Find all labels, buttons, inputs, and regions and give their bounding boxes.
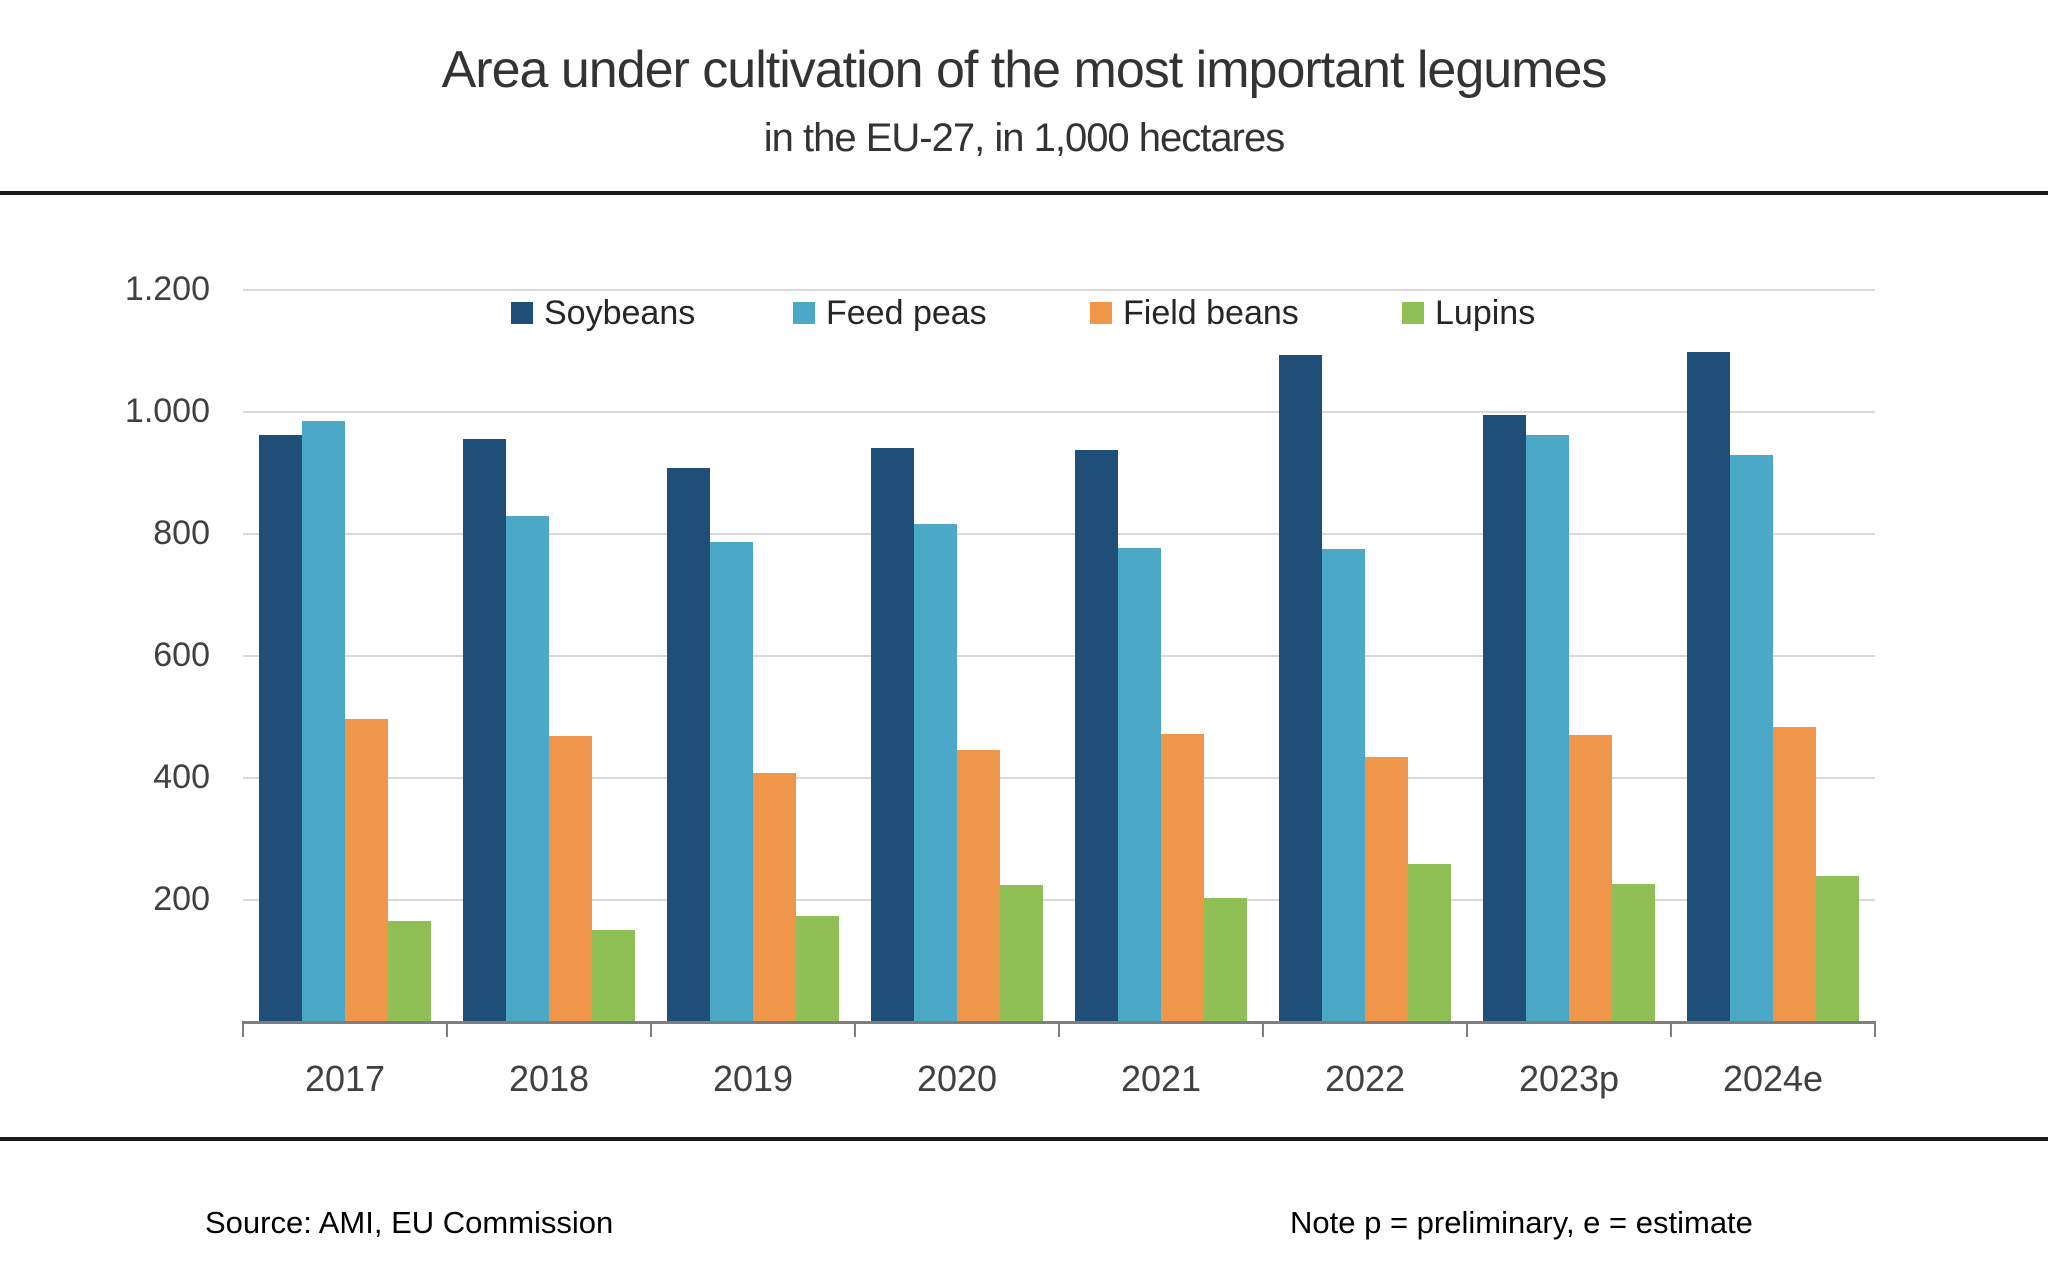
bottom-divider-line <box>0 1137 2048 1141</box>
bar-soybeans-2018 <box>463 439 506 1022</box>
x-axis-label-2023p: 2023p <box>1518 1058 1620 1099</box>
bar-field-beans-2019 <box>753 772 796 1022</box>
legend-item-soybeans: Soybeans <box>511 293 696 332</box>
bar-soybeans-2023p <box>1483 415 1526 1022</box>
legend-label: Field beans <box>1123 293 1299 332</box>
legend-label: Soybeans <box>544 293 696 332</box>
bar-field-beans-2024e <box>1773 726 1816 1022</box>
bar-soybeans-2017 <box>259 435 302 1022</box>
chart-subtitle: in the EU-27, in 1,000 hectares <box>763 116 1285 160</box>
x-axis-tick <box>1670 1022 1672 1037</box>
x-axis-tick <box>1058 1022 1060 1037</box>
bar-feed-peas-2020 <box>914 524 957 1022</box>
top-divider-line <box>0 191 2048 195</box>
legend-item-lupins: Lupins <box>1402 293 1536 332</box>
chart-title: Area under cultivation of the most impor… <box>441 41 1608 99</box>
bar-field-beans-2021 <box>1161 734 1204 1022</box>
bar-field-beans-2020 <box>957 749 1000 1022</box>
x-axis-label-2021: 2021 <box>1120 1058 1202 1099</box>
x-axis-tick <box>446 1022 448 1037</box>
note-text: Note p = preliminary, e = estimate <box>1290 1205 1753 1240</box>
legend-swatch-soybeans <box>511 302 533 324</box>
bar-field-beans-2017 <box>345 718 388 1022</box>
legend-swatch-feed-peas <box>793 302 815 324</box>
bar-soybeans-2024e <box>1687 352 1730 1022</box>
legend-label: Feed peas <box>826 293 987 332</box>
bar-feed-peas-2024e <box>1730 454 1773 1022</box>
gridline-1.200 <box>243 289 1875 291</box>
legend-item-field-beans: Field beans <box>1090 293 1299 332</box>
bar-feed-peas-2021 <box>1118 548 1161 1022</box>
bar-lupins-2019 <box>796 915 839 1022</box>
x-axis-label-2019: 2019 <box>712 1058 794 1099</box>
legend-swatch-lupins <box>1402 302 1424 324</box>
source-text: Source: AMI, EU Commission <box>205 1205 614 1240</box>
x-axis-tick <box>1874 1022 1876 1037</box>
legend-swatch-field-beans <box>1090 302 1112 324</box>
x-axis-label-2024e: 2024e <box>1722 1058 1824 1099</box>
bar-feed-peas-2017 <box>302 420 345 1022</box>
bar-lupins-2020 <box>1000 884 1043 1022</box>
x-axis-tick <box>1466 1022 1468 1037</box>
x-axis-tick <box>650 1022 652 1037</box>
bar-soybeans-2022 <box>1279 354 1322 1022</box>
gridline-800 <box>243 533 1875 535</box>
bar-soybeans-2021 <box>1075 450 1118 1022</box>
bar-field-beans-2018 <box>549 735 592 1022</box>
y-axis-label-200: 200 <box>153 880 210 918</box>
bar-lupins-2023p <box>1612 884 1655 1022</box>
x-axis-tick <box>1262 1022 1264 1037</box>
gridline-400 <box>243 777 1875 779</box>
bar-feed-peas-2022 <box>1322 549 1365 1022</box>
bar-lupins-2022 <box>1408 864 1451 1022</box>
y-axis-label-400: 400 <box>153 758 210 796</box>
gridline-200 <box>243 899 1875 901</box>
bar-field-beans-2022 <box>1365 756 1408 1022</box>
gridline-600 <box>243 655 1875 657</box>
bar-feed-peas-2023p <box>1526 434 1569 1022</box>
bar-lupins-2021 <box>1204 897 1247 1022</box>
x-axis-label-2020: 2020 <box>916 1058 998 1099</box>
bar-soybeans-2019 <box>667 468 710 1022</box>
bar-lupins-2024e <box>1816 876 1859 1022</box>
x-axis-tick <box>242 1022 244 1037</box>
bar-lupins-2018 <box>592 929 635 1022</box>
gridline-1.000 <box>243 411 1875 413</box>
bar-field-beans-2023p <box>1569 734 1612 1022</box>
legend-label: Lupins <box>1435 293 1536 332</box>
y-axis-label-1.000: 1.000 <box>124 392 210 430</box>
y-axis-label-1.200: 1.200 <box>124 270 210 308</box>
bar-feed-peas-2018 <box>506 516 549 1022</box>
x-axis-label-2022: 2022 <box>1324 1058 1406 1099</box>
bar-lupins-2017 <box>388 921 431 1022</box>
legend-item-feed-peas: Feed peas <box>793 293 987 332</box>
bar-feed-peas-2019 <box>710 541 753 1022</box>
y-axis-label-600: 600 <box>153 636 210 674</box>
bar-soybeans-2020 <box>871 447 914 1022</box>
x-axis-label-2018: 2018 <box>508 1058 590 1099</box>
x-axis-tick <box>854 1022 856 1037</box>
y-axis-label-800: 800 <box>153 514 210 552</box>
x-axis-label-2017: 2017 <box>304 1058 386 1099</box>
